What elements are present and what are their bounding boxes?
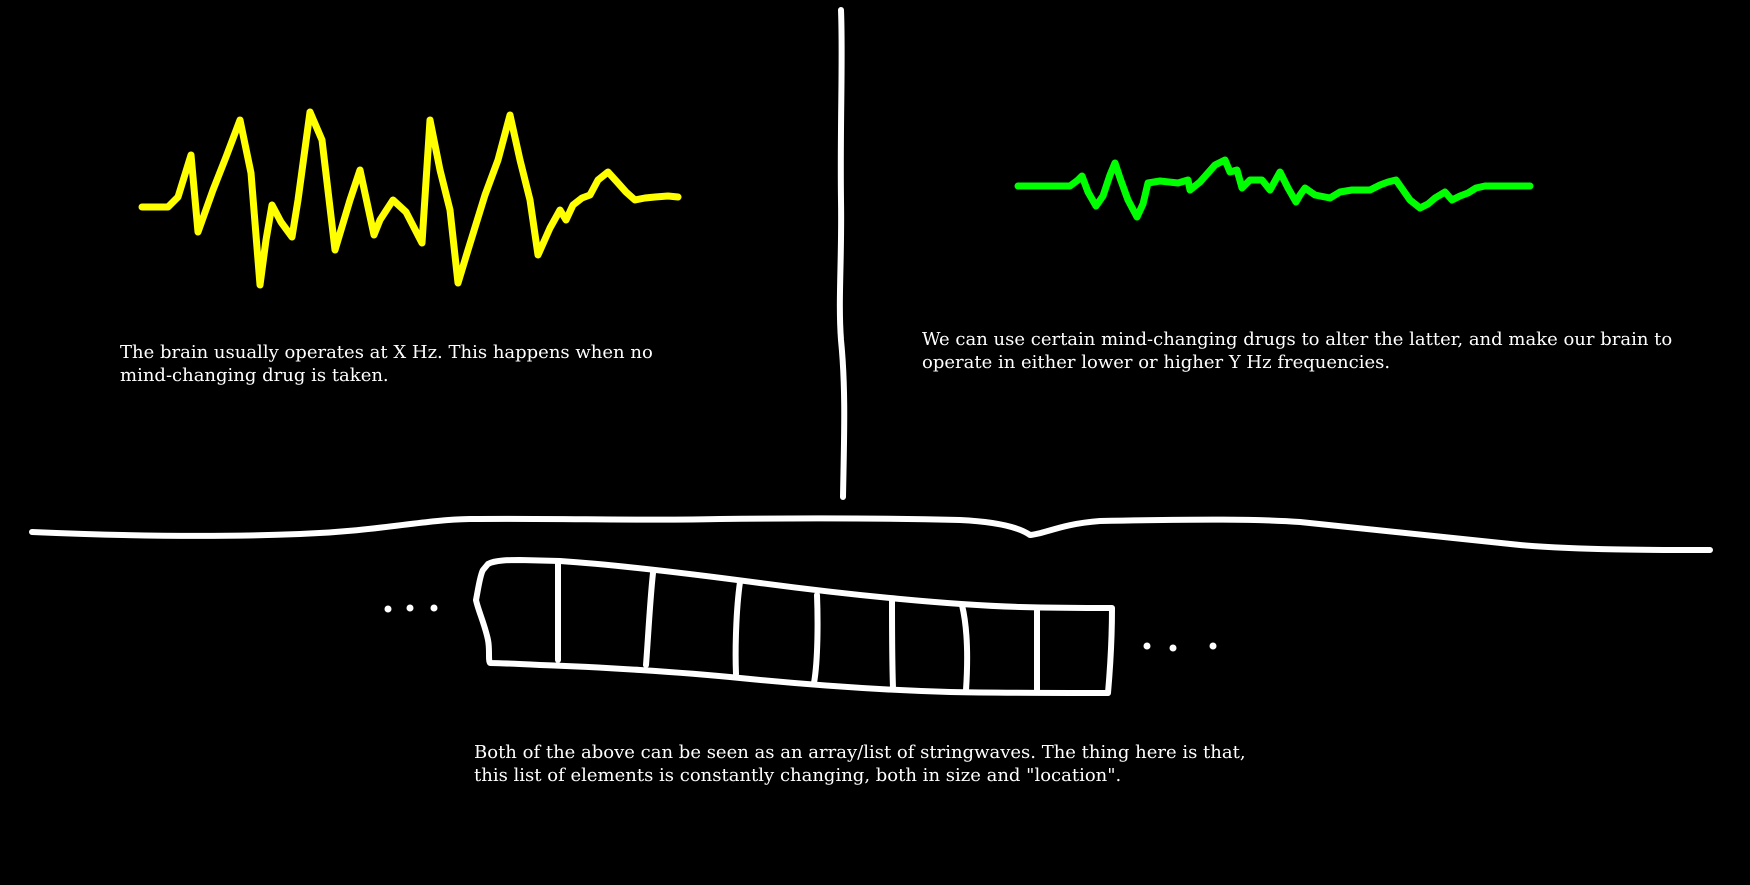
array-cell-separator [643,570,656,668]
normal-brainwave [138,108,682,289]
altered-brainwave [1014,156,1534,221]
caption-line: The brain usually operates at X Hz. This… [120,342,653,363]
caption-line: operate in either lower or higher Y Hz f… [922,352,1391,373]
vertical-divider [836,7,848,500]
horizontal-divider [29,515,1713,553]
ellipsis-right [1143,642,1217,652]
caption-line: We can use certain mind-changing drugs t… [922,329,1673,350]
ellipsis-dot [1169,644,1177,652]
array-cell-separator [959,602,971,693]
caption-line: mind-changing drug is taken. [120,365,389,386]
caption-normal-brain: The brain usually operates at X Hz. This… [120,341,653,387]
array-cell-separator [889,597,896,691]
array-cell-separator [811,592,821,686]
caption-line: Both of the above can be seen as an arra… [474,742,1246,763]
ellipsis-left [384,604,438,613]
ellipsis-dot [1209,642,1217,650]
array-outline [473,557,1115,696]
array-cell-separator [732,579,743,677]
ellipsis-dot [406,604,414,612]
ellipsis-dot [1143,642,1151,650]
ellipsis-dot [430,604,438,612]
caption-altered-brain: We can use certain mind-changing drugs t… [922,328,1672,374]
ellipsis-dot [384,605,392,613]
caption-line: this list of elements is constantly chan… [474,765,1122,786]
caption-array-explanation: Both of the above can be seen as an arra… [474,741,1246,787]
array-cell-separators [555,559,1040,695]
